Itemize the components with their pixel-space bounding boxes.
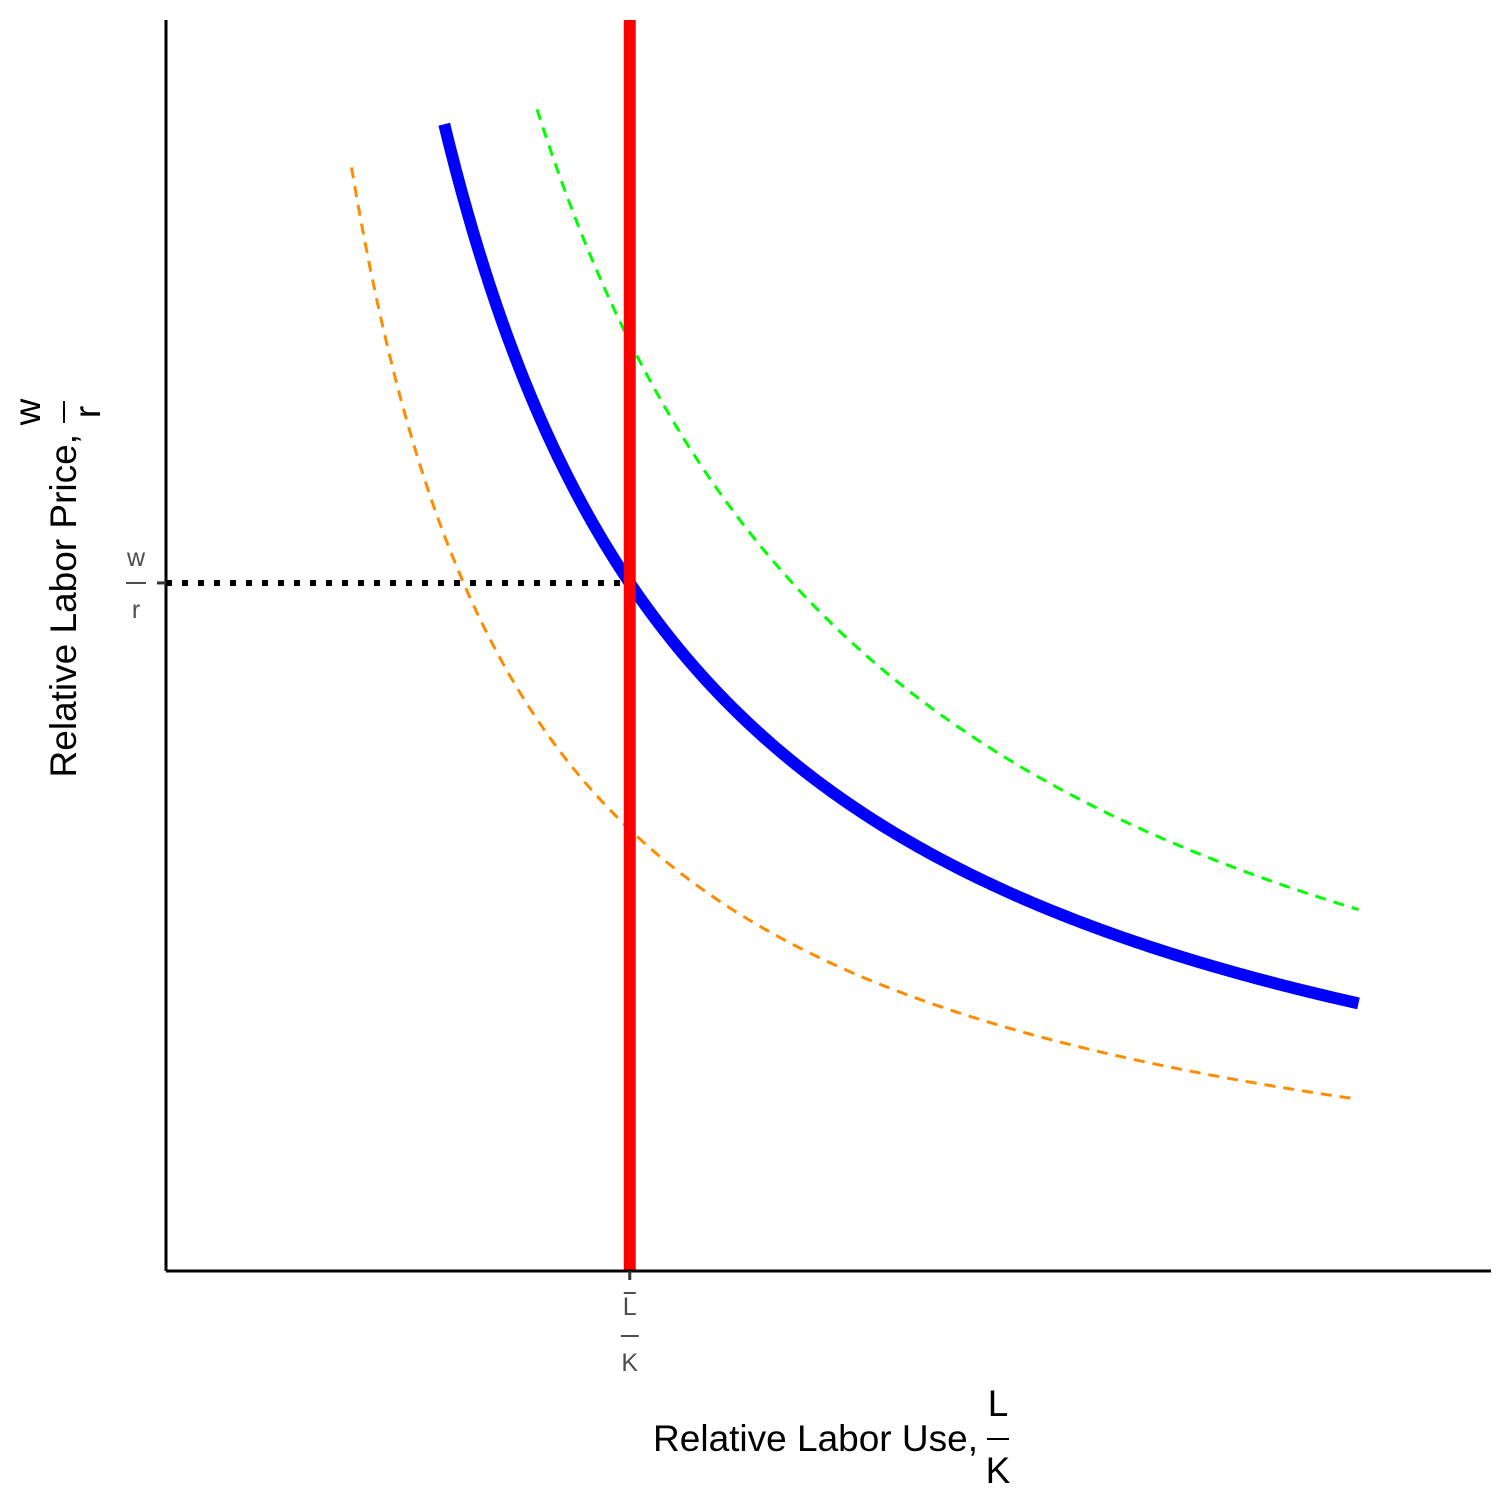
y-axis-title: Relative Labor Price, w r [7, 398, 108, 777]
x-tick-label-numerator: L [623, 1293, 637, 1321]
y-tick: wr [126, 544, 166, 624]
plot-area [166, 20, 1360, 1271]
x-axis-title-numerator: L [988, 1383, 1009, 1424]
y-tick-label-numerator: w [126, 544, 146, 572]
curve-solid-blue [438, 122, 1360, 1010]
x-axis-title-denominator: K [986, 1450, 1011, 1491]
axes [164, 20, 1491, 1273]
curve-dashed-orange [350, 167, 1359, 1101]
x-axis-title: Relative Labor Use, L K [653, 1383, 1011, 1491]
x-tick-label-denominator: K [621, 1349, 638, 1377]
curve-dashed-green [535, 108, 1359, 912]
y-axis-title-denominator: r [67, 406, 108, 418]
x-tick: LK [620, 1271, 639, 1377]
x-axis-title-text: Relative Labor Use, [653, 1418, 978, 1459]
y-axis-title-numerator: w [7, 398, 48, 426]
y-axis-title-text: Relative Labor Price, [43, 434, 84, 777]
y-tick-label-denominator: r [132, 596, 140, 624]
